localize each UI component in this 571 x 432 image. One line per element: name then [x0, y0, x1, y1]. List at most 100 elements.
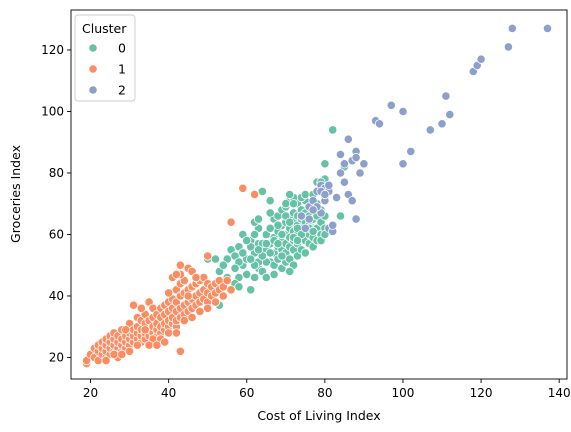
scatter-point — [238, 248, 248, 258]
scatter-point — [288, 199, 299, 209]
scatter-point — [437, 119, 447, 129]
scatter-point — [386, 100, 396, 110]
scatter-point — [398, 159, 408, 169]
scatter-point — [542, 23, 553, 34]
scatter-point — [300, 223, 310, 233]
scatter-point — [277, 251, 287, 261]
scatter-point — [328, 125, 338, 135]
legend-title: Cluster — [82, 21, 127, 36]
scatter-point — [308, 205, 318, 215]
scatter-point — [136, 303, 146, 313]
scatter-point — [203, 303, 213, 313]
scatter-point — [210, 254, 221, 264]
scatter-point — [335, 149, 346, 160]
scatter-point — [296, 211, 306, 221]
scatter-point — [125, 346, 135, 356]
plot-frame — [70, 9, 568, 380]
x-tick-label: 60 — [239, 386, 254, 400]
scatter-point — [355, 168, 365, 178]
scatter-point — [132, 340, 142, 350]
scatter-point — [281, 199, 291, 209]
x-tick-label: 40 — [161, 386, 176, 400]
legend-box — [74, 14, 136, 102]
scatter-point — [164, 328, 174, 338]
scatter-point — [320, 159, 330, 169]
legend-label: 2 — [118, 83, 126, 98]
scatter-point — [265, 248, 275, 258]
scatter-point — [339, 177, 349, 187]
scatter-point — [164, 288, 174, 298]
scatter-point — [304, 214, 314, 224]
x-axis-ticks: 20 40 60 80 100 120 140 — [83, 379, 571, 400]
scatter-point — [253, 245, 264, 255]
scatter-point — [351, 214, 361, 224]
scatter-point — [445, 110, 455, 120]
y-tick-label: 40 — [49, 289, 64, 303]
scatter-point — [476, 54, 486, 64]
scatter-point — [246, 285, 256, 295]
scatter-point — [238, 183, 248, 193]
scatter-point — [242, 269, 252, 279]
scatter-point — [234, 282, 244, 292]
scatter-point — [335, 168, 346, 178]
scatter-point — [406, 146, 416, 156]
scatter-point — [121, 325, 131, 335]
scatter-point — [265, 208, 275, 218]
scatter-point — [187, 312, 197, 323]
legend-marker — [88, 85, 98, 95]
x-tick-label: 140 — [548, 386, 571, 400]
scatter-point — [218, 291, 228, 301]
y-tick-label: 60 — [49, 227, 64, 241]
y-tick-label: 100 — [41, 104, 64, 118]
legend-items: 0 1 2 — [88, 41, 126, 98]
x-tick-label: 120 — [470, 386, 493, 400]
scatter-point — [218, 260, 228, 270]
scatter-point — [374, 119, 385, 129]
y-tick-label: 120 — [41, 43, 64, 57]
scatter-point — [285, 217, 295, 227]
y-tick-label: 80 — [49, 166, 64, 180]
scatter-point — [261, 272, 271, 283]
legend-label: 1 — [118, 62, 126, 77]
scatter-point — [191, 272, 201, 283]
scatter-point — [246, 254, 256, 264]
legend: Cluster 0 1 2 — [74, 14, 136, 102]
scatter-point — [183, 291, 193, 301]
scatter-point — [300, 189, 310, 200]
scatter-point — [242, 236, 252, 246]
scatter-point — [300, 248, 310, 258]
scatter-point — [250, 189, 260, 200]
legend-marker — [88, 43, 98, 53]
scatter-point — [285, 189, 295, 200]
scatter-point — [335, 211, 346, 221]
scatter-point — [195, 306, 205, 316]
scatter-point — [273, 239, 283, 249]
scatter-point — [269, 269, 279, 279]
scatter-point — [203, 251, 213, 261]
scatter-point — [250, 229, 260, 240]
scatter-point — [109, 349, 119, 359]
scatter-point — [425, 125, 435, 135]
scatter-point — [339, 159, 349, 169]
scatter-point — [324, 180, 334, 190]
scatter-point — [265, 196, 275, 206]
scatter-point — [261, 239, 271, 249]
scatter-point — [347, 196, 357, 206]
x-tick-label: 80 — [317, 386, 332, 400]
scatter-point — [285, 266, 295, 276]
scatter-point — [351, 153, 361, 163]
scatter-point — [398, 106, 408, 117]
scatter-point — [175, 260, 185, 270]
scatter-point — [171, 328, 181, 338]
x-axis-label: Cost of Living Index — [257, 408, 380, 423]
scatter-point — [128, 300, 139, 310]
scatter-point — [160, 337, 170, 347]
y-tick-label: 20 — [49, 350, 64, 364]
y-axis-ticks: 20 40 60 80 100 120 — [41, 43, 71, 364]
scatter-point — [175, 346, 185, 356]
scatter-point — [328, 220, 338, 230]
scatter-point — [253, 214, 264, 224]
scatter-point — [277, 229, 287, 240]
scatter-point — [250, 272, 260, 283]
